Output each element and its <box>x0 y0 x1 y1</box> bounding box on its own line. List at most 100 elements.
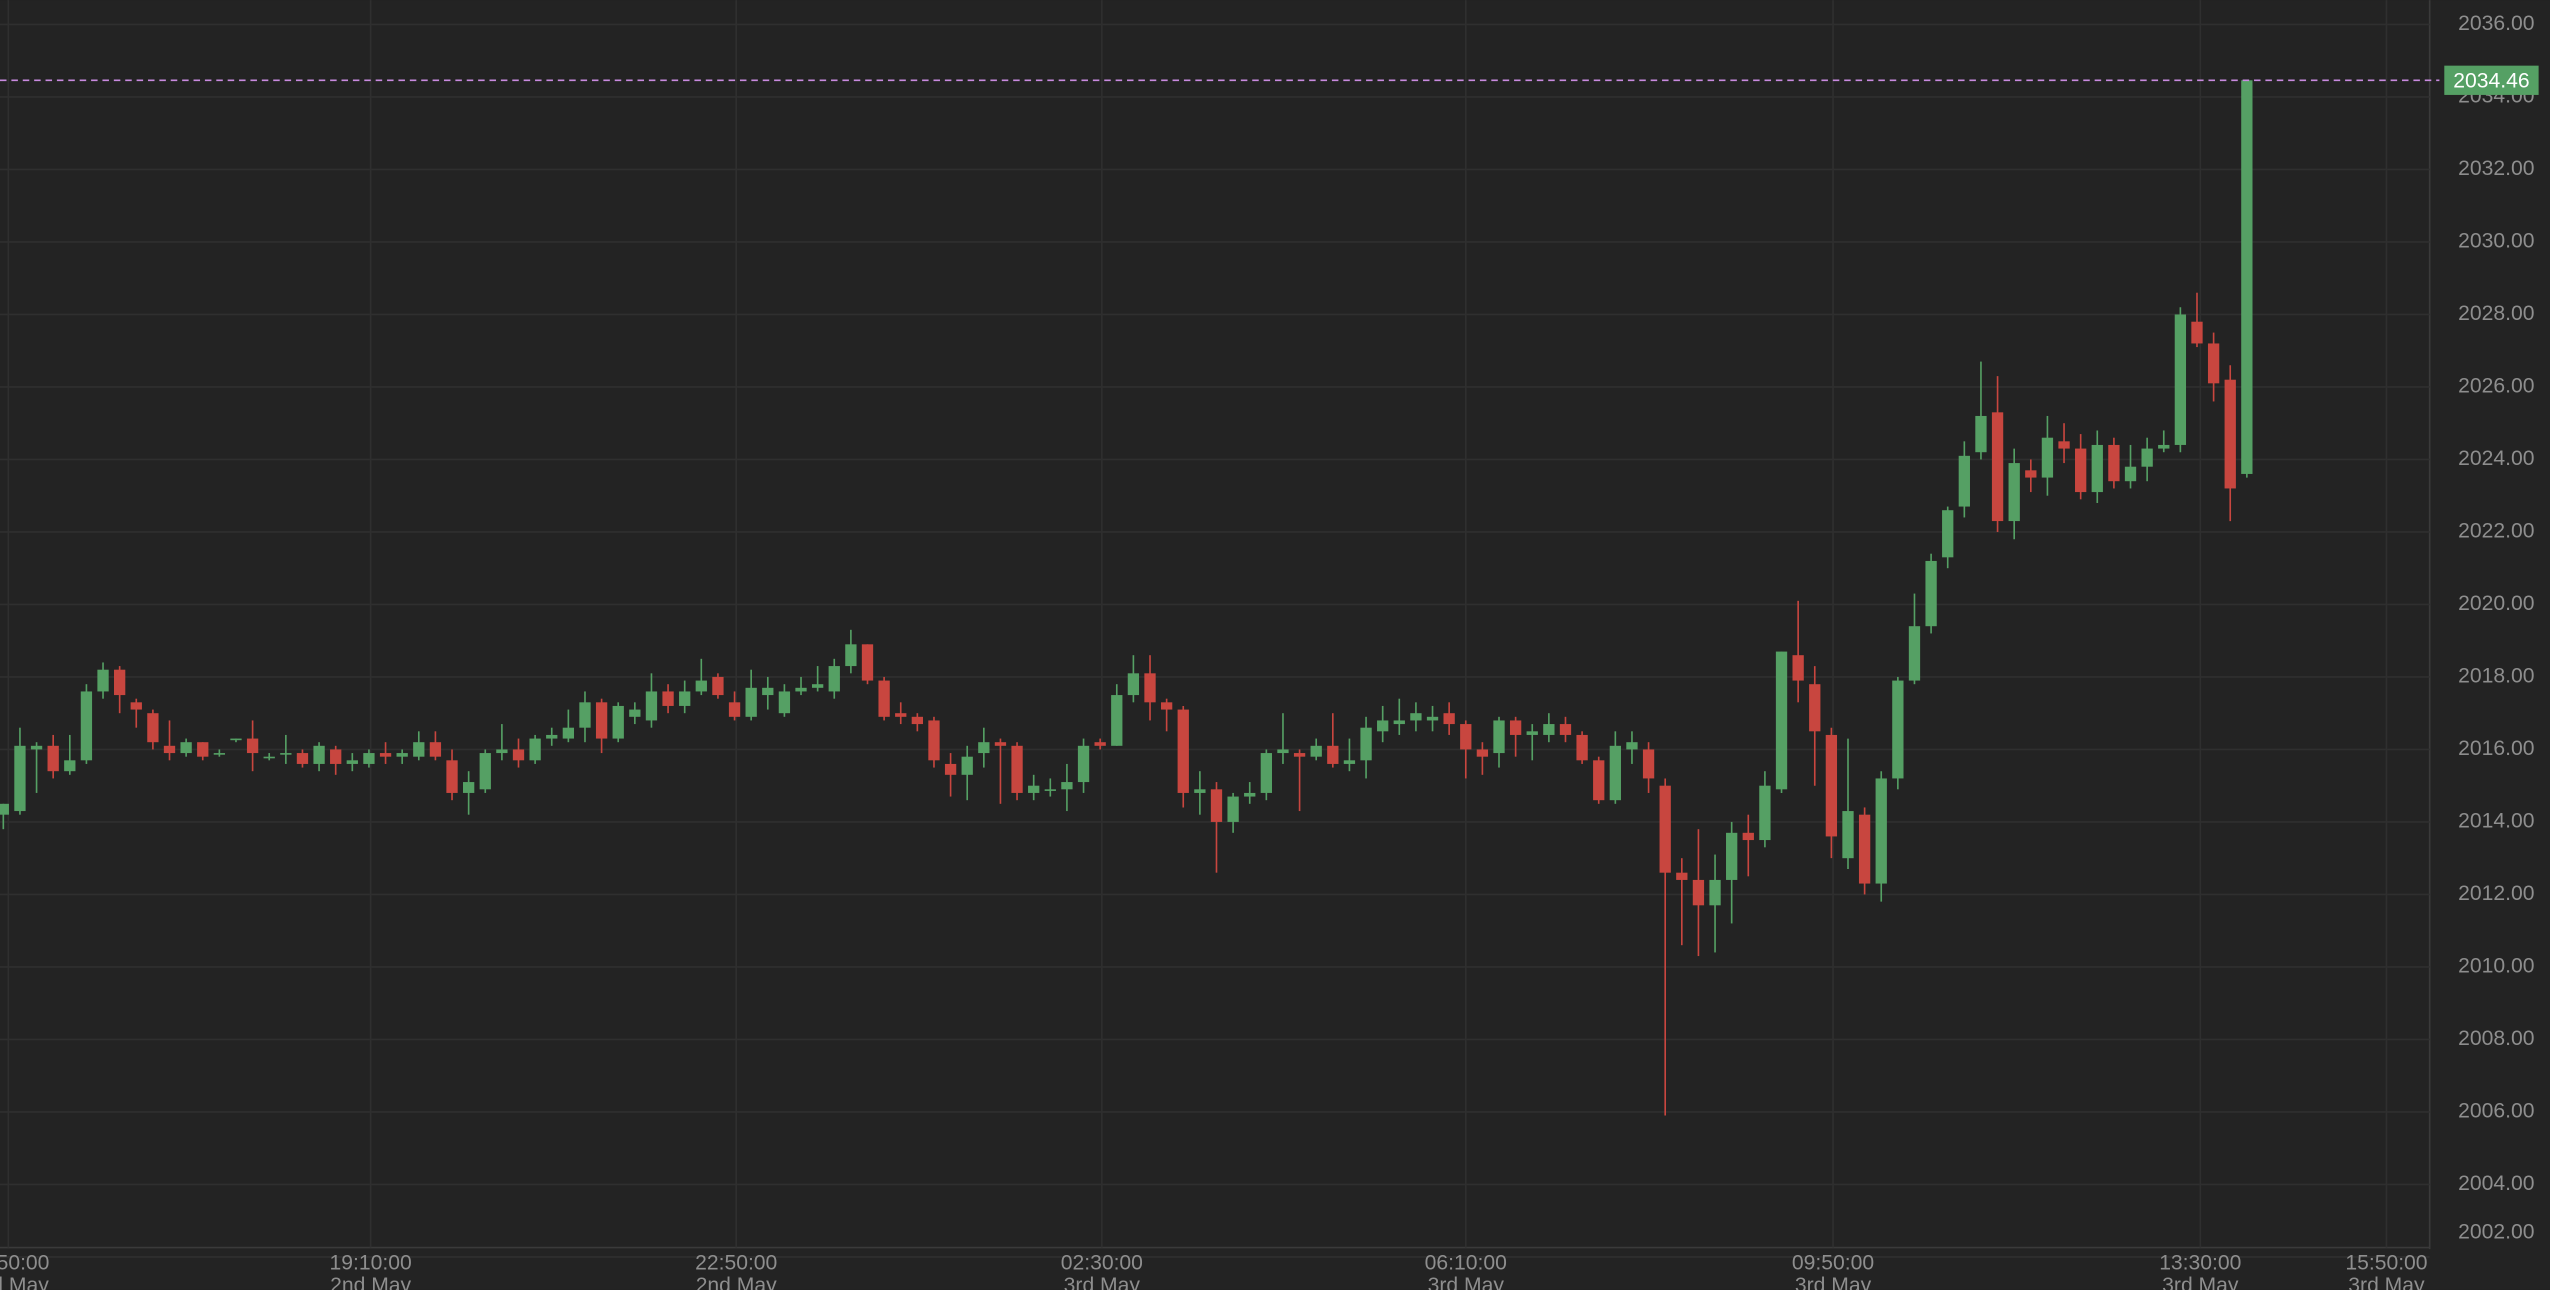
candle-body <box>612 705 624 739</box>
candle-body <box>1393 720 1405 725</box>
candle-body <box>1709 879 1721 906</box>
x-tick-label: 09:50:00 <box>1792 1251 1874 1274</box>
candle-body <box>579 702 591 728</box>
candle-body <box>1011 745 1023 793</box>
candle-body <box>1908 626 1921 681</box>
candle-body <box>2008 463 2020 522</box>
y-tick-label: 2028.00 <box>2458 302 2534 325</box>
candle-body <box>130 702 142 710</box>
y-tick-label: 2016.00 <box>2458 737 2534 760</box>
candle-body <box>1061 782 1073 790</box>
candle-body <box>213 753 226 755</box>
candle-body <box>446 760 458 793</box>
y-tick-label: 2020.00 <box>2458 592 2534 615</box>
candle-body <box>1509 720 1522 735</box>
candle-body <box>1958 455 1970 507</box>
y-tick-label: 2014.00 <box>2458 810 2534 833</box>
candle-body <box>396 753 408 757</box>
candle-body <box>1426 716 1439 721</box>
candle-body <box>1692 879 1705 906</box>
candle-body <box>1609 745 1621 801</box>
x-tick-label: 22:50:00 <box>695 1251 777 1274</box>
candle-body <box>712 676 724 696</box>
candle-body <box>14 745 26 812</box>
candle-body <box>1626 742 1638 750</box>
candle-body <box>1360 727 1372 761</box>
candle-body <box>296 753 309 764</box>
candle-body <box>1842 811 1854 859</box>
candle-body <box>263 756 275 759</box>
candle-body <box>645 691 658 721</box>
candle-body <box>1310 745 1322 757</box>
candle-body <box>1526 731 1538 735</box>
candle-body <box>1293 753 1306 757</box>
candle-body <box>197 742 209 757</box>
x-tick-label: 13:30:00 <box>2159 1251 2241 1274</box>
y-tick-label: 2012.00 <box>2458 882 2534 905</box>
candle-body <box>1991 412 2004 522</box>
candle-body <box>1160 702 1173 710</box>
candle-body <box>895 713 907 717</box>
candle-body <box>2075 448 2087 493</box>
candle-body <box>1177 709 1189 793</box>
candle-body <box>1410 713 1422 721</box>
candle-body <box>928 720 940 761</box>
candle-body <box>1825 734 1838 837</box>
candle-body <box>97 669 109 692</box>
x-tick-date: 3rd May <box>2348 1274 2425 1290</box>
candle-body <box>944 763 957 775</box>
candle-body <box>180 742 192 754</box>
candle-body <box>1111 695 1123 746</box>
candle-body <box>629 709 641 717</box>
candle-body <box>961 756 973 775</box>
candle-body <box>728 702 741 717</box>
candle-body <box>280 753 292 755</box>
candle-body <box>595 702 608 739</box>
candle-body <box>811 684 824 688</box>
x-tick-label: 19:10:00 <box>329 1251 411 1274</box>
candle-body <box>330 749 342 764</box>
candle-body <box>1443 713 1455 725</box>
x-tick-date: 3rd May <box>1428 1274 1505 1290</box>
candle-body <box>529 738 541 761</box>
candle-body <box>1593 760 1605 801</box>
y-tick-label: 2002.00 <box>2458 1220 2534 1243</box>
candle-body <box>1028 785 1040 793</box>
x-tick-date: 3rd May <box>2162 1274 2239 1290</box>
candle-body <box>64 760 76 772</box>
candle-body <box>795 687 807 692</box>
y-tick-label: 2024.00 <box>2458 447 2534 470</box>
candle-body <box>1227 796 1239 822</box>
candle-body <box>662 691 674 706</box>
candle-body <box>1127 673 1140 696</box>
candle-body <box>2124 466 2137 482</box>
candle-body <box>978 742 990 754</box>
y-tick-label: 2018.00 <box>2458 665 2534 688</box>
candle-body <box>1327 745 1339 764</box>
candle-body <box>1077 745 1090 783</box>
candle-body <box>1144 673 1156 703</box>
y-tick-label: 2006.00 <box>2458 1100 2534 1123</box>
candle-body <box>1925 560 1937 627</box>
candle-body <box>2207 343 2220 384</box>
candle-body <box>845 644 857 667</box>
candle-body <box>2191 321 2203 344</box>
candle-body <box>1543 724 1555 735</box>
candle-body <box>562 727 575 739</box>
x-tick-label: 06:10:00 <box>1425 1251 1507 1274</box>
candle-body <box>246 738 259 754</box>
candle-body <box>2224 379 2236 489</box>
candle-body <box>1792 655 1804 681</box>
candle-body <box>1094 742 1106 746</box>
candle-body <box>1194 789 1206 793</box>
candle-body <box>1759 785 1771 841</box>
candle-body <box>1559 724 1572 735</box>
candle-body <box>1742 832 1754 841</box>
candle-body <box>2025 470 2037 478</box>
candle-body <box>429 742 442 757</box>
candle-body <box>363 753 375 764</box>
x-tick-label: 02:30:00 <box>1061 1251 1143 1274</box>
candle-body <box>1726 832 1738 880</box>
